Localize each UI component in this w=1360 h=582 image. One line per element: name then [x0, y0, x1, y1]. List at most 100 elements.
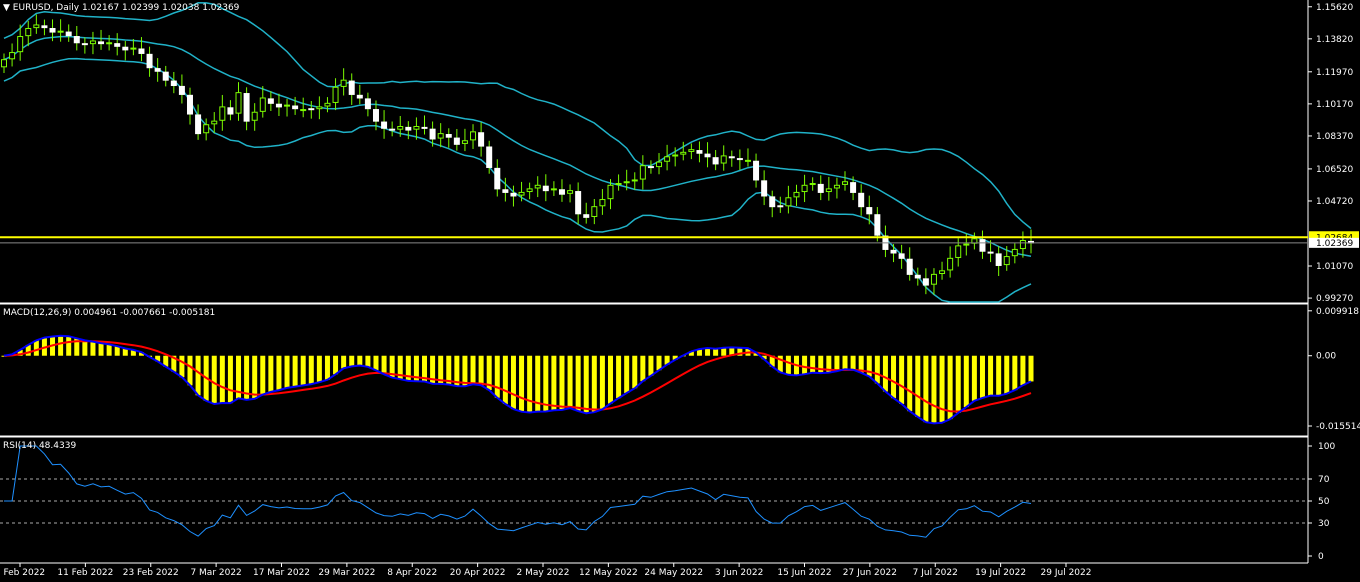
- candle[interactable]: [753, 153, 760, 188]
- candle[interactable]: [227, 100, 234, 121]
- candle[interactable]: [858, 184, 865, 216]
- candle[interactable]: [65, 24, 72, 42]
- candle[interactable]: [25, 20, 32, 47]
- candle[interactable]: [170, 71, 177, 94]
- candle[interactable]: [785, 185, 792, 214]
- candle[interactable]: [898, 244, 905, 269]
- candle[interactable]: [502, 177, 509, 202]
- candle[interactable]: [300, 97, 307, 118]
- candle[interactable]: [122, 40, 129, 61]
- candle[interactable]: [664, 144, 671, 171]
- candle[interactable]: [591, 199, 598, 225]
- candle[interactable]: [356, 84, 363, 105]
- candle[interactable]: [1028, 229, 1034, 254]
- candle[interactable]: [275, 93, 282, 116]
- candle[interactable]: [267, 91, 274, 112]
- candle[interactable]: [526, 182, 533, 200]
- candle[interactable]: [106, 35, 113, 51]
- horizontal-price-line[interactable]: [0, 236, 1308, 244]
- candle[interactable]: [478, 122, 485, 157]
- candle[interactable]: [1, 53, 7, 74]
- candle[interactable]: [793, 184, 800, 206]
- candle[interactable]: [316, 96, 323, 120]
- candle[interactable]: [542, 174, 549, 202]
- candle[interactable]: [130, 39, 137, 56]
- candle[interactable]: [251, 103, 258, 131]
- candle[interactable]: [1019, 231, 1026, 258]
- candle[interactable]: [162, 65, 169, 87]
- candle[interactable]: [381, 110, 388, 139]
- candle[interactable]: [866, 195, 873, 225]
- candle[interactable]: [235, 82, 242, 121]
- candle[interactable]: [1011, 243, 1018, 264]
- candle[interactable]: [631, 172, 638, 190]
- candle[interactable]: [429, 121, 436, 147]
- candle[interactable]: [453, 128, 460, 151]
- candle[interactable]: [146, 46, 153, 77]
- candle[interactable]: [979, 230, 986, 259]
- candle[interactable]: [219, 94, 226, 131]
- candle[interactable]: [688, 143, 695, 160]
- candle[interactable]: [922, 268, 929, 295]
- candle[interactable]: [850, 176, 857, 201]
- candle[interactable]: [178, 74, 185, 104]
- candle[interactable]: [583, 202, 590, 224]
- candle[interactable]: [817, 175, 824, 201]
- candle[interactable]: [550, 181, 557, 196]
- candle[interactable]: [615, 174, 622, 191]
- candle[interactable]: [437, 123, 444, 148]
- candle[interactable]: [777, 196, 784, 213]
- candle[interactable]: [445, 128, 452, 148]
- candle[interactable]: [890, 244, 897, 263]
- candle[interactable]: [769, 190, 776, 218]
- candle[interactable]: [81, 37, 88, 54]
- candle[interactable]: [599, 189, 606, 215]
- candle[interactable]: [874, 207, 881, 242]
- candle[interactable]: [211, 112, 218, 133]
- candle[interactable]: [292, 96, 299, 115]
- candle[interactable]: [308, 101, 315, 119]
- candle[interactable]: [494, 159, 501, 197]
- candle[interactable]: [567, 184, 574, 203]
- candle[interactable]: [672, 147, 679, 167]
- candle[interactable]: [947, 246, 954, 278]
- candle[interactable]: [736, 149, 743, 170]
- candle[interactable]: [9, 43, 16, 67]
- candle[interactable]: [914, 267, 921, 286]
- candle[interactable]: [833, 177, 840, 199]
- candle[interactable]: [744, 148, 751, 167]
- candle[interactable]: [259, 86, 266, 118]
- candle[interactable]: [284, 98, 291, 117]
- candle[interactable]: [696, 141, 703, 163]
- candle[interactable]: [324, 97, 331, 113]
- candle[interactable]: [510, 185, 517, 207]
- candle[interactable]: [995, 246, 1002, 276]
- candle[interactable]: [421, 115, 428, 135]
- candle[interactable]: [332, 78, 339, 111]
- candle[interactable]: [720, 145, 727, 171]
- candle[interactable]: [470, 124, 477, 149]
- candle[interactable]: [639, 155, 646, 190]
- candle[interactable]: [623, 169, 630, 191]
- candle[interactable]: [1003, 246, 1010, 271]
- candle[interactable]: [364, 92, 371, 117]
- candle[interactable]: [405, 121, 412, 140]
- candle[interactable]: [987, 240, 994, 263]
- candle[interactable]: [17, 24, 24, 61]
- candle[interactable]: [340, 68, 347, 96]
- candle[interactable]: [186, 87, 193, 125]
- candle[interactable]: [33, 14, 40, 34]
- candle[interactable]: [801, 174, 808, 203]
- candle[interactable]: [203, 118, 210, 141]
- candle[interactable]: [49, 19, 56, 42]
- candle[interactable]: [809, 177, 816, 191]
- candle[interactable]: [607, 179, 614, 210]
- candlesticks[interactable]: [1, 14, 1034, 295]
- candle[interactable]: [57, 19, 64, 42]
- candle[interactable]: [534, 176, 541, 198]
- candle[interactable]: [939, 261, 946, 280]
- dropdown-arrow-icon[interactable]: ▼: [3, 3, 10, 13]
- candle[interactable]: [154, 58, 161, 82]
- candle[interactable]: [842, 171, 849, 191]
